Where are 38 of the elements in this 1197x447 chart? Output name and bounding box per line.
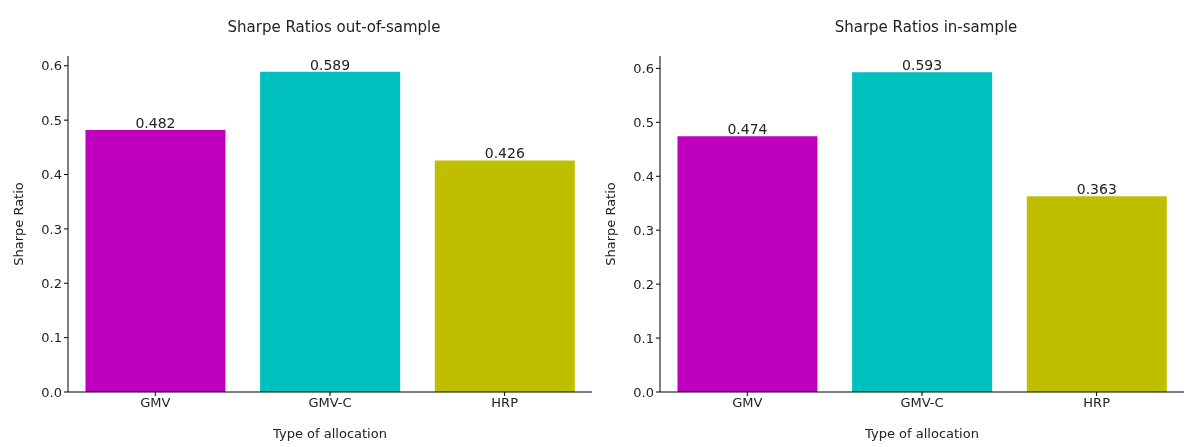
x-tick-label: HRP: [1083, 395, 1111, 411]
y-tick-label: 0.1: [41, 330, 62, 346]
bar: [852, 72, 993, 392]
y-tick-label: 0.0: [633, 384, 654, 400]
data-label: 0.482: [135, 114, 176, 131]
bar: [434, 160, 575, 392]
y-tick-label: 0.3: [633, 222, 654, 238]
x-tick-label: HRP: [491, 395, 519, 411]
data-label: 0.589: [310, 56, 351, 73]
x-tick-label: GMV-C: [900, 395, 944, 411]
y-tick-label: 0.2: [633, 276, 654, 292]
data-label: 0.593: [902, 57, 943, 74]
y-tick-label: 0.1: [633, 330, 654, 346]
bar: [1026, 196, 1167, 392]
data-label: 0.363: [1076, 181, 1117, 198]
chart-title: Sharpe Ratios in-sample: [833, 18, 1019, 36]
y-tick-label: 0.4: [633, 168, 654, 184]
data-label: 0.426: [484, 145, 525, 162]
y-tick-label: 0.2: [41, 275, 62, 291]
y-tick-label: 0.3: [41, 221, 62, 237]
bar: [260, 71, 401, 392]
x-tick-label: GMV-C: [308, 395, 352, 411]
x-axis-title: Type of allocation: [272, 426, 387, 441]
x-tick-label: GMV: [140, 395, 171, 411]
bar: [85, 129, 226, 392]
data-label: 0.474: [727, 121, 768, 138]
y-tick-label: 0.5: [41, 112, 62, 128]
y-tick-label: 0.5: [633, 114, 654, 130]
y-tick-label: 0.6: [41, 58, 62, 74]
y-tick-label: 0.0: [41, 384, 62, 400]
y-axis-title: Sharpe Ratio: [602, 182, 618, 266]
x-axis-title: Type of allocation: [864, 426, 979, 441]
y-tick-label: 0.6: [633, 61, 654, 77]
bar: [677, 136, 818, 392]
chart-title: Sharpe Ratios out-of-sample: [226, 18, 442, 36]
y-axis-title: Sharpe Ratio: [10, 182, 26, 266]
y-tick-label: 0.4: [41, 167, 62, 183]
x-tick-label: GMV: [732, 395, 763, 411]
